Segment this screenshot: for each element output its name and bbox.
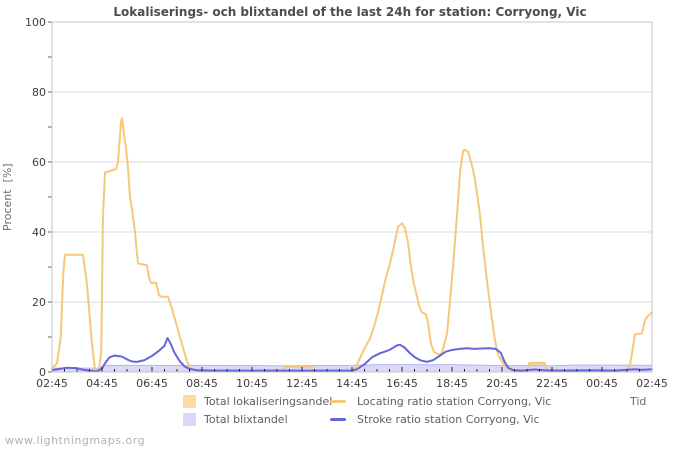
legend-label-total-lokaliseringsandel: Total lokaliseringsandel — [204, 395, 333, 408]
chart-title: Lokaliserings- och blixtandel of the las… — [113, 5, 587, 19]
x-tick-label: 14:45 — [336, 377, 368, 390]
legend-item-total-lokaliseringsandel: Total lokaliseringsandel — [183, 395, 333, 411]
legend-swatch-total-blixtandel-area — [183, 413, 196, 426]
y-tick-label: 60 — [32, 155, 46, 169]
x-tick-label: 22:45 — [536, 377, 568, 390]
x-tick-label: 12:45 — [286, 377, 318, 390]
series-line-locating-ratio — [51, 117, 653, 372]
legend-label-stroke-ratio: Stroke ratio station Corryong, Vic — [357, 413, 540, 426]
legend-item-stroke-ratio: Stroke ratio station Corryong, Vic — [330, 413, 580, 429]
legend-swatch-locating-ratio-line — [330, 400, 346, 403]
y-tick-label: 20 — [32, 295, 46, 309]
x-tick-label: 16:45 — [386, 377, 418, 390]
legend-item-locating-ratio: Locating ratio station Corryong, Vic — [330, 395, 580, 411]
gridlines — [52, 91, 652, 303]
legend-item-total-blixtandel: Total blixtandel — [183, 413, 333, 429]
x-tick-label: 06:45 — [136, 377, 168, 390]
series-line-stroke-ratio — [51, 337, 653, 373]
plot-border — [51, 21, 653, 373]
x-axis-title: Tid — [630, 395, 647, 408]
legend-swatch-stroke-ratio-line — [330, 418, 346, 421]
y-tick-label: 100 — [25, 15, 46, 29]
x-tick-label: 02:45 — [636, 377, 668, 390]
y-tick-label: 80 — [32, 85, 46, 99]
x-tick-label: 18:45 — [436, 377, 468, 390]
legend-label-total-blixtandel: Total blixtandel — [204, 413, 288, 426]
y-axis-ticks — [48, 21, 52, 373]
y-tick-label: 0 — [39, 365, 46, 379]
x-tick-label: 10:45 — [236, 377, 268, 390]
watermark-link[interactable]: www.lightningmaps.org — [5, 434, 146, 447]
legend-swatch-total-lokaliseringsandel-area — [183, 395, 196, 408]
x-tick-label: 00:45 — [586, 377, 618, 390]
x-tick-label: 04:45 — [86, 377, 118, 390]
y-tick-label: 40 — [32, 225, 46, 239]
legend-label-locating-ratio: Locating ratio station Corryong, Vic — [357, 395, 552, 408]
x-tick-label: 20:45 — [486, 377, 518, 390]
x-tick-label: 08:45 — [186, 377, 218, 390]
x-tick-label: 02:45 — [36, 377, 68, 390]
